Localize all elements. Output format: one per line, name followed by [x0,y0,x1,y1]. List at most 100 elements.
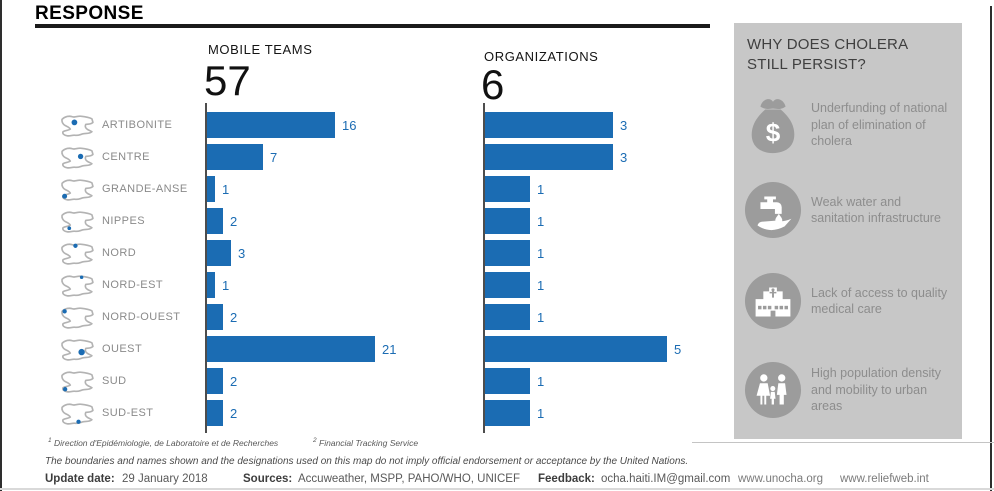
bar-row: 3 [485,144,627,170]
feedback-email[interactable]: ocha.haiti.IM@gmail.com [601,473,731,485]
region-label: SUD-EST [102,407,154,419]
region-label: SUD [102,375,127,387]
organizations-title: ORGANIZATIONS [484,49,599,64]
region-row: SUD-EST [60,400,153,426]
region-label: NIPPES [102,215,146,227]
organizations-axis [483,103,485,433]
money-bag-icon: $ [744,95,802,155]
sources-value: Accuweather, MSPP, PAHO/WHO, UNICEF [298,473,520,485]
un-disclaimer: The boundaries and names shown and the d… [45,456,689,467]
haiti-map-icon [61,210,94,233]
bar-value-label: 1 [537,309,545,325]
bar-row: 2 [207,368,237,394]
water-sanitation-icon [744,180,802,240]
bar [485,112,613,138]
why-persist-item-text: Lack of access to quality medical care [811,285,948,317]
reliefweb-link[interactable]: www.reliefweb.int [840,473,929,485]
haiti-map-icon [61,306,94,329]
haiti-map-icon [61,274,94,297]
region-row: NORD-EST [60,272,163,298]
bar-value-label: 3 [620,117,628,133]
bar-row: 2 [207,400,237,426]
bar-value-label: 2 [230,213,238,229]
why-persist-title: WHY DOES CHOLERA STILL PERSIST? [747,36,908,73]
bar [485,368,530,394]
bar-row: 1 [207,176,229,202]
region-row: NORD [60,240,136,266]
region-label: OUEST [102,343,143,355]
sources-label: Sources: [243,473,293,485]
why-persist-panel: WHY DOES CHOLERA STILL PERSIST? $ Underfu… [734,23,962,439]
bar-row: 1 [485,400,544,426]
why-persist-item: $ Underfunding of national plan of elimin… [744,95,952,155]
footnote-fts: 2 Financial Tracking Service [313,437,419,448]
bar-row: 1 [485,368,544,394]
bar-row: 1 [207,272,229,298]
panel-right-border [990,6,992,491]
bar-value-label: 1 [537,213,545,229]
bar-value-label: 1 [537,245,545,261]
region-row: ARTIBONITE [60,112,172,138]
bar [207,304,223,330]
haiti-map-icon [61,370,94,393]
bar-value-label: 7 [270,149,278,165]
haiti-map-icon [61,338,94,361]
feedback-label: Feedback: [538,473,595,485]
bar [485,272,530,298]
bar-value-label: 2 [230,373,238,389]
bar-row: 1 [485,272,544,298]
bar [485,336,667,362]
panel-bottom-border [0,488,994,490]
bar-row: 1 [485,208,544,234]
hospital-icon [744,271,802,331]
haiti-map-icon [61,402,94,425]
bar-row: 7 [207,144,277,170]
title-underline [35,24,710,28]
bar-value-label: 1 [537,277,545,293]
bar-row: 21 [207,336,396,362]
bar-row: 5 [485,336,681,362]
bar-value-label: 1 [537,373,545,389]
haiti-map-icon [61,242,94,265]
haiti-map-icon [61,146,94,169]
bar-row: 1 [485,240,544,266]
bar [207,272,215,298]
bar-value-label: 16 [342,117,357,133]
bar-row: 1 [485,176,544,202]
bar-value-label: 1 [537,181,545,197]
organizations-total: 6 [481,61,505,108]
bar [207,176,215,202]
why-persist-item: Weak water and sanitation infrastructure [744,180,952,240]
region-row: CENTRE [60,144,150,170]
unocha-link[interactable]: www.unocha.org [738,473,824,485]
region-row: NORD-OUEST [60,304,180,330]
bar-value-label: 1 [222,277,230,293]
bar-row: 2 [207,208,237,234]
region-label: ARTIBONITE [102,119,173,131]
why-persist-item-text: High population density and mobility to … [811,366,941,414]
bar [207,240,231,266]
footer-separator-line [692,442,994,443]
region-label: NORD-OUEST [102,311,181,323]
bar [485,144,613,170]
bar [485,304,530,330]
update-date-value: 29 January 2018 [122,473,208,485]
region-row: SUD [60,368,127,394]
bar [207,368,223,394]
region-label: GRANDE-ANSE [102,183,188,195]
footnote-epidemiology: 1 Direction d'Epidémiologie, de Laborato… [48,437,279,448]
mobile-teams-total: 57 [204,57,251,104]
region-row: GRANDE-ANSE [60,176,188,202]
bar-value-label: 21 [382,341,397,357]
bar-row: 16 [207,112,356,138]
why-persist-item: Lack of access to quality medical care [744,271,952,331]
region-row: NIPPES [60,208,145,234]
bar [207,112,335,138]
bar-value-label: 2 [230,405,238,421]
update-date-label: Update date: [45,473,115,485]
bar [207,144,263,170]
mobile-teams-title: MOBILE TEAMS [208,42,313,57]
why-persist-item-text: Weak water and sanitation infrastructure [811,194,941,226]
bar-value-label: 1 [222,181,230,197]
